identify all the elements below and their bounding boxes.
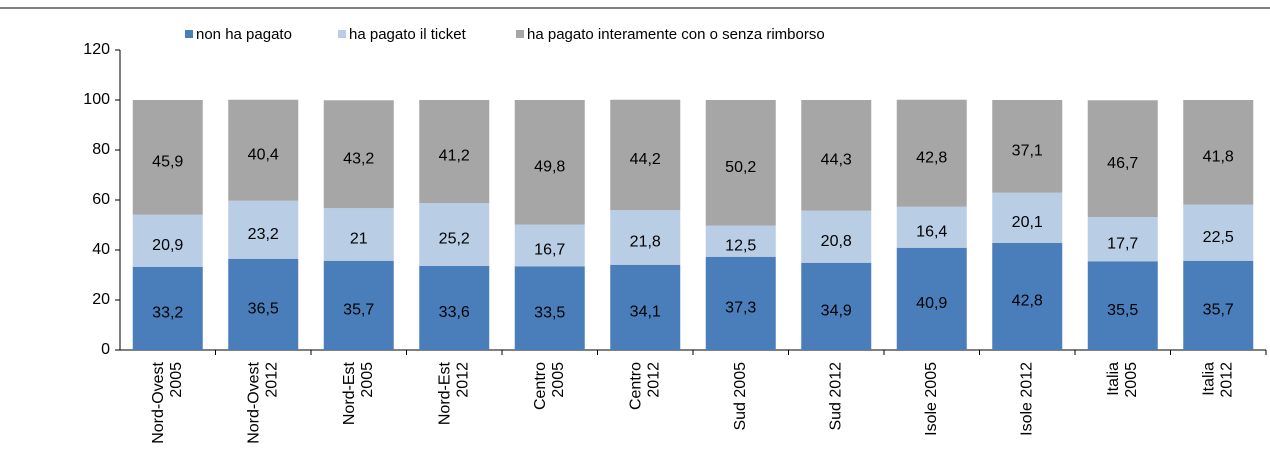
bar-segment: [323, 100, 394, 209]
bar-segment: [705, 256, 776, 350]
x-tick-label: Centro2012: [627, 362, 662, 410]
legend-swatch: [338, 30, 346, 38]
bar-segment: [514, 224, 585, 267]
bar-segment: [705, 100, 776, 226]
y-tick-label: 60: [92, 191, 110, 208]
y-tick-label: 80: [92, 141, 110, 158]
bar-segment: [896, 99, 967, 207]
value-label: 41,2: [439, 148, 470, 165]
bar-segment: [514, 100, 585, 225]
x-tick-label: Nord-Ovest2012: [245, 361, 280, 443]
bar-segment: [132, 267, 203, 350]
value-label: 34,9: [821, 303, 852, 320]
bar-segment: [992, 243, 1063, 350]
bar-segment: [1087, 217, 1158, 262]
bar-segment: [801, 210, 872, 263]
bar-segment: [419, 100, 490, 203]
value-label: 16,7: [534, 242, 565, 259]
y-tick-label: 0: [101, 341, 110, 358]
y-tick-label: 20: [92, 291, 110, 308]
x-tick-label: Centro2005: [532, 362, 567, 410]
value-label: 44,2: [630, 151, 661, 168]
x-tick-label: Sud 2005: [732, 362, 749, 431]
bar-segment: [514, 266, 585, 350]
value-label: 20,8: [821, 233, 852, 250]
bar-segment: [1183, 260, 1254, 350]
bar-segment: [992, 192, 1063, 243]
y-tick-label: 100: [83, 91, 110, 108]
value-label: 37,1: [1012, 143, 1043, 160]
bar-segment: [1087, 261, 1158, 350]
value-label: 49,8: [534, 158, 565, 175]
legend-label: non ha pagato: [196, 26, 292, 43]
legend-label: ha pagato interamente con o senza rimbor…: [527, 26, 825, 43]
x-tick-label: Nord-Est2005: [341, 361, 376, 425]
value-label: 33,5: [534, 304, 565, 321]
value-label: 50,2: [725, 159, 756, 176]
value-label: 17,7: [1107, 235, 1138, 252]
bar-segment: [801, 100, 872, 211]
y-tick-label: 40: [92, 241, 110, 258]
bar-segment: [1087, 100, 1158, 217]
x-tick-label: Isole 2012: [1018, 362, 1035, 436]
bar-segment: [132, 214, 203, 267]
value-label: 35,7: [1203, 302, 1234, 319]
bar-segment: [896, 247, 967, 350]
value-label: 42,8: [916, 149, 947, 166]
value-label: 16,4: [916, 223, 947, 240]
value-label: 36,5: [248, 301, 279, 318]
x-tick-label: Italia2012: [1200, 362, 1235, 398]
bar-segment: [323, 208, 394, 261]
value-label: 43,2: [343, 150, 374, 167]
value-label: 46,7: [1107, 155, 1138, 172]
bar-segment: [610, 264, 681, 350]
bar-segment: [1183, 204, 1254, 261]
value-label: 37,3: [725, 300, 756, 317]
value-label: 35,7: [343, 302, 374, 319]
value-label: 21,8: [630, 234, 661, 251]
value-label: 12,5: [725, 237, 756, 254]
value-label: 33,6: [439, 304, 470, 321]
legend-label: ha pagato il ticket: [349, 26, 467, 43]
x-tick-label: Nord-Ovest2005: [150, 361, 185, 443]
value-label: 40,9: [916, 295, 947, 312]
bar-segment: [801, 262, 872, 350]
value-label: 41,8: [1203, 148, 1234, 165]
legend-swatch: [516, 30, 524, 38]
bar-segment: [228, 258, 299, 350]
value-label: 40,4: [248, 146, 279, 163]
value-label: 22,5: [1203, 229, 1234, 246]
value-label: 33,2: [152, 305, 183, 322]
x-tick-label: Isole 2005: [923, 362, 940, 436]
bar-segment: [610, 99, 681, 211]
bar-segment: [1183, 100, 1254, 205]
bar-segment: [228, 99, 299, 201]
value-label: 23,2: [248, 226, 279, 243]
value-label: 25,2: [439, 231, 470, 248]
x-tick-label: Sud 2012: [827, 362, 844, 431]
value-label: 20,1: [1012, 214, 1043, 231]
bar-segment: [992, 100, 1063, 193]
value-label: 45,9: [152, 154, 183, 171]
bar-segment: [132, 100, 203, 215]
x-tick-label: Italia2005: [1105, 362, 1140, 398]
bar-segment: [419, 203, 490, 266]
value-label: 42,8: [1012, 293, 1043, 310]
bar-segment: [419, 266, 490, 350]
value-label: 34,1: [630, 304, 661, 321]
value-label: 44,3: [821, 152, 852, 169]
bar-segment: [610, 210, 681, 265]
legend-swatch: [185, 30, 193, 38]
bar-segment: [705, 225, 776, 257]
value-label: 35,5: [1107, 302, 1138, 319]
value-label: 21: [350, 231, 368, 248]
bar-segment: [896, 206, 967, 248]
x-tick-label: Nord-Est2012: [436, 361, 471, 425]
bar-segment: [228, 200, 299, 259]
bar-segment: [323, 260, 394, 350]
y-tick-label: 120: [83, 41, 110, 58]
value-label: 20,9: [152, 237, 183, 254]
